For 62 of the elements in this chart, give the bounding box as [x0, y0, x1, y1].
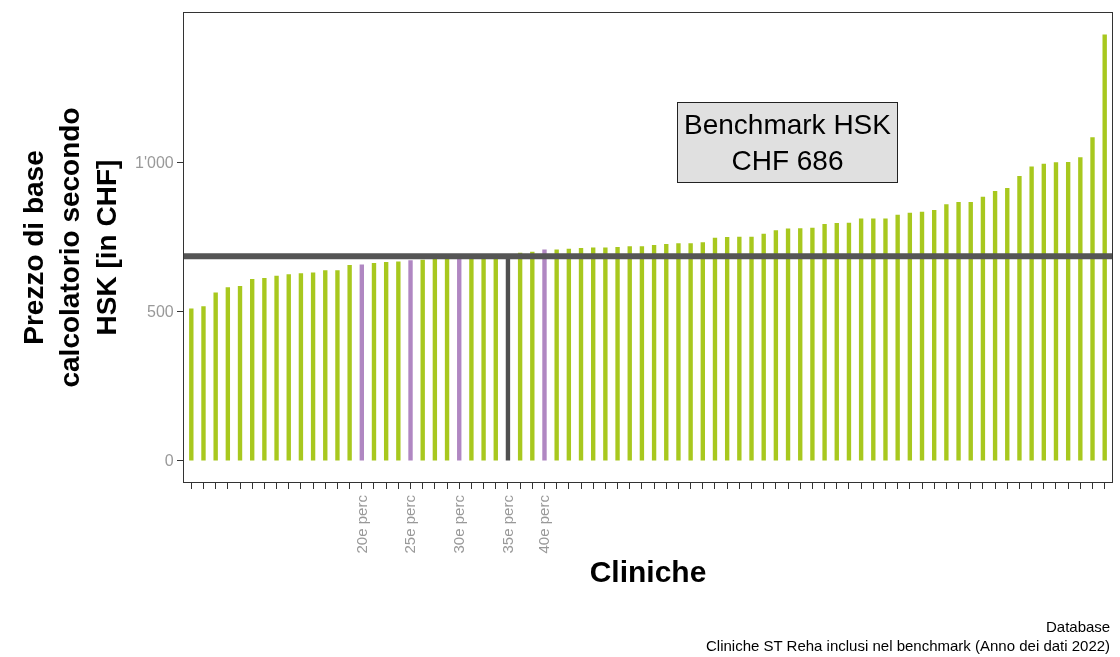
x-tick-label: 35e perc: [498, 494, 516, 554]
bar: [396, 261, 401, 461]
x-tick-label: 40e perc: [535, 494, 553, 554]
bar: [883, 218, 888, 461]
bar: [237, 285, 243, 461]
bar: [274, 275, 279, 461]
bar: [1053, 162, 1059, 461]
bar: [286, 274, 291, 461]
bar: [310, 272, 316, 461]
x-tick-label: 25e perc: [401, 494, 419, 554]
y-tick-label: 500: [147, 303, 174, 321]
bar: [298, 273, 304, 461]
bar: [688, 243, 693, 461]
bar: [225, 287, 231, 461]
bar: [822, 223, 827, 461]
bar: [481, 257, 486, 461]
bar: [347, 265, 352, 461]
text: Database: [1046, 618, 1111, 635]
bar: [956, 201, 961, 461]
bar: [810, 227, 815, 461]
x-tick-label: 30e perc: [450, 494, 468, 554]
bar: [371, 262, 377, 461]
x-axis-title: Cliniche: [589, 554, 707, 588]
bar: [408, 260, 413, 461]
bar: [1017, 175, 1022, 461]
bar: [250, 279, 255, 461]
bar: [262, 277, 267, 461]
bar: [493, 256, 498, 461]
y-tick-label: 0: [164, 452, 174, 470]
bar: [1078, 157, 1083, 461]
bar: [323, 270, 328, 461]
bar: [542, 249, 547, 461]
bar: [603, 247, 608, 461]
bar: [383, 262, 389, 461]
bar: [1065, 161, 1071, 461]
bar: [335, 270, 340, 461]
bar: [359, 264, 364, 461]
y-axis-title: Prezzo di base calcolatorio secondo HSK [in CHF]: [17, 107, 122, 388]
bar: [469, 257, 474, 461]
bar: [1029, 166, 1034, 461]
bar: [554, 249, 559, 461]
bar: [420, 259, 425, 461]
bar: [189, 308, 194, 461]
bar: [1090, 137, 1095, 461]
y-tick-label: 1'000: [135, 154, 174, 172]
bar: [201, 306, 206, 461]
bar: [615, 246, 620, 461]
bar: [749, 236, 754, 461]
ref-line-label: Benchmark HSK CHF 686: [684, 109, 892, 177]
bar: [1041, 163, 1046, 461]
bar: [1102, 34, 1107, 461]
x-tick-label: 20e perc: [352, 494, 370, 554]
bar: [530, 251, 535, 461]
bar: [737, 236, 742, 461]
bar: [895, 214, 900, 461]
bar: [676, 243, 681, 461]
bar: [444, 258, 450, 461]
text: Cliniche ST Reha inclusi nel benchmark (Anno dei dati 2022): [706, 637, 1111, 654]
bar: [944, 204, 949, 461]
bar: [213, 292, 218, 461]
bar: [457, 257, 462, 461]
bar: [432, 259, 438, 461]
